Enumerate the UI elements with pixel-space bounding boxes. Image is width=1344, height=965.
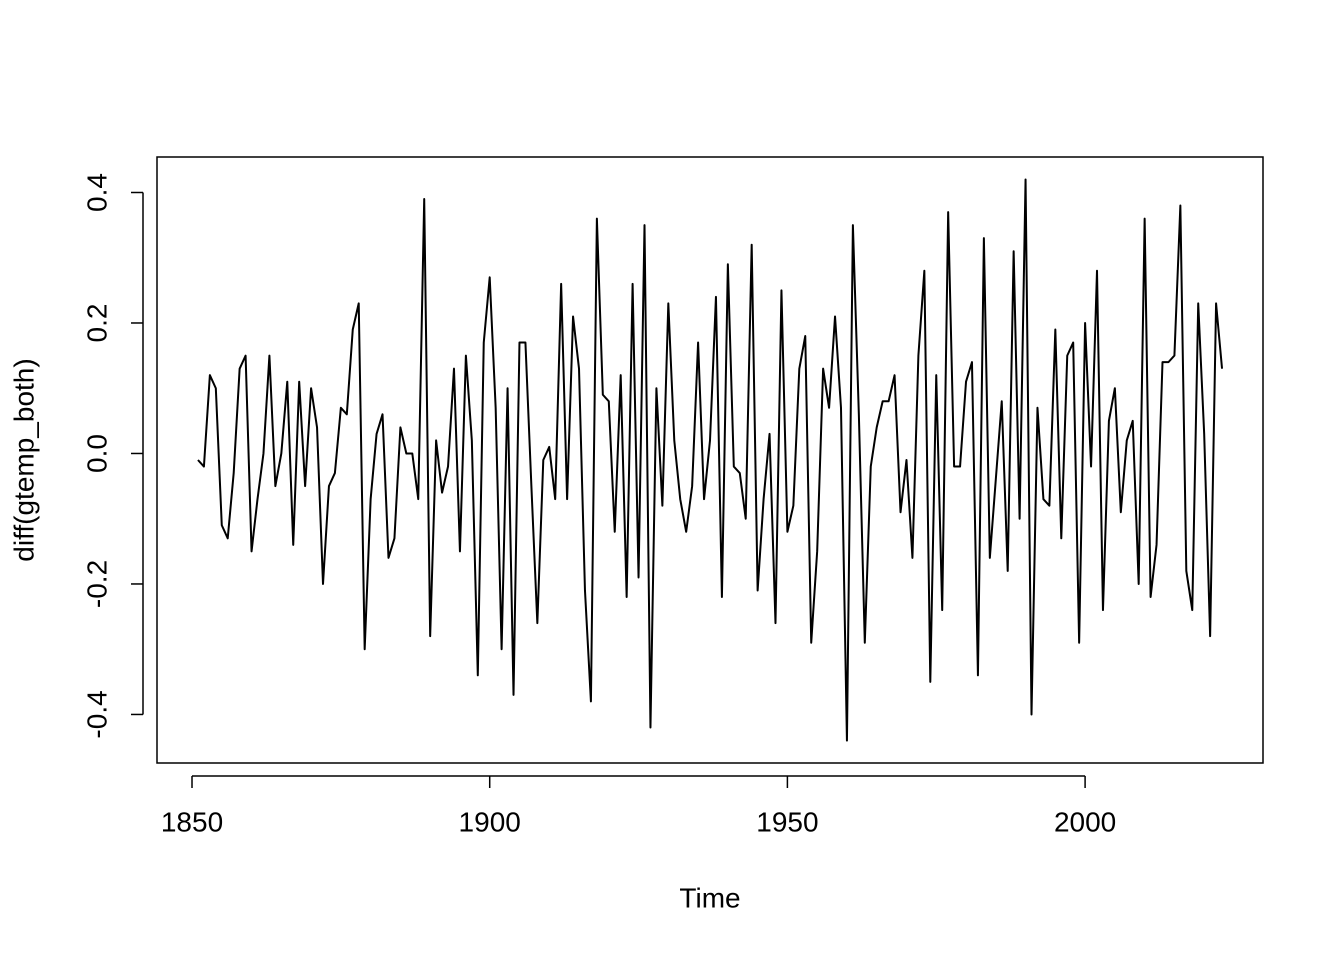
series-line — [197, 178, 1224, 742]
x-tick-label: 1950 — [756, 806, 818, 837]
x-tick-label: 1900 — [459, 806, 521, 837]
x-tick-label: 1850 — [161, 806, 223, 837]
plot-box — [156, 156, 1264, 764]
y-tick-label: -0.2 — [81, 560, 112, 608]
y-tick-label: 0.4 — [81, 173, 112, 212]
x-axis-title: Time — [679, 882, 740, 913]
y-tick-label: 0.0 — [81, 434, 112, 473]
x-tick-label: 2000 — [1054, 806, 1116, 837]
y-axis-title: diff(gtemp_both) — [8, 358, 39, 561]
y-tick-label: 0.2 — [81, 304, 112, 343]
y-tick-label: -0.4 — [81, 690, 112, 738]
